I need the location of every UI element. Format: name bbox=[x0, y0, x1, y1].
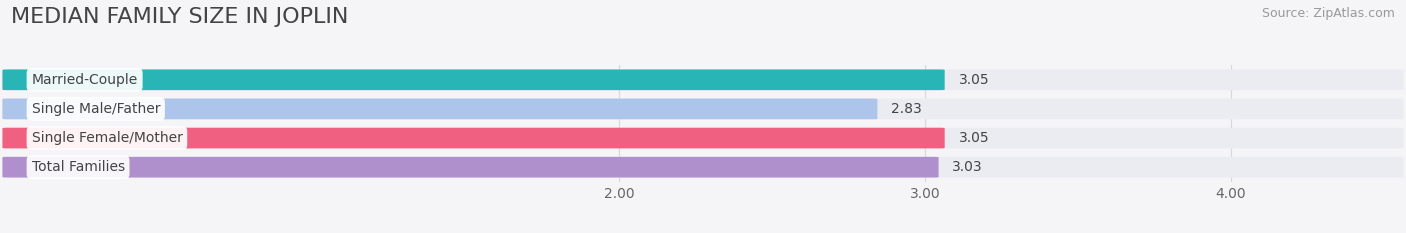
FancyBboxPatch shape bbox=[3, 69, 1403, 90]
Text: Single Female/Mother: Single Female/Mother bbox=[31, 131, 183, 145]
Text: Total Families: Total Families bbox=[31, 160, 125, 174]
Text: 3.05: 3.05 bbox=[959, 131, 988, 145]
FancyBboxPatch shape bbox=[3, 128, 1403, 148]
FancyBboxPatch shape bbox=[3, 157, 1403, 178]
FancyBboxPatch shape bbox=[3, 99, 877, 119]
Text: Single Male/Father: Single Male/Father bbox=[31, 102, 160, 116]
FancyBboxPatch shape bbox=[3, 99, 1403, 119]
FancyBboxPatch shape bbox=[3, 128, 945, 148]
Text: 3.05: 3.05 bbox=[959, 73, 988, 87]
Text: MEDIAN FAMILY SIZE IN JOPLIN: MEDIAN FAMILY SIZE IN JOPLIN bbox=[11, 7, 349, 27]
Text: 2.83: 2.83 bbox=[891, 102, 922, 116]
Text: Source: ZipAtlas.com: Source: ZipAtlas.com bbox=[1261, 7, 1395, 20]
Text: 3.03: 3.03 bbox=[952, 160, 983, 174]
FancyBboxPatch shape bbox=[3, 69, 945, 90]
Text: Married-Couple: Married-Couple bbox=[31, 73, 138, 87]
FancyBboxPatch shape bbox=[3, 157, 939, 178]
